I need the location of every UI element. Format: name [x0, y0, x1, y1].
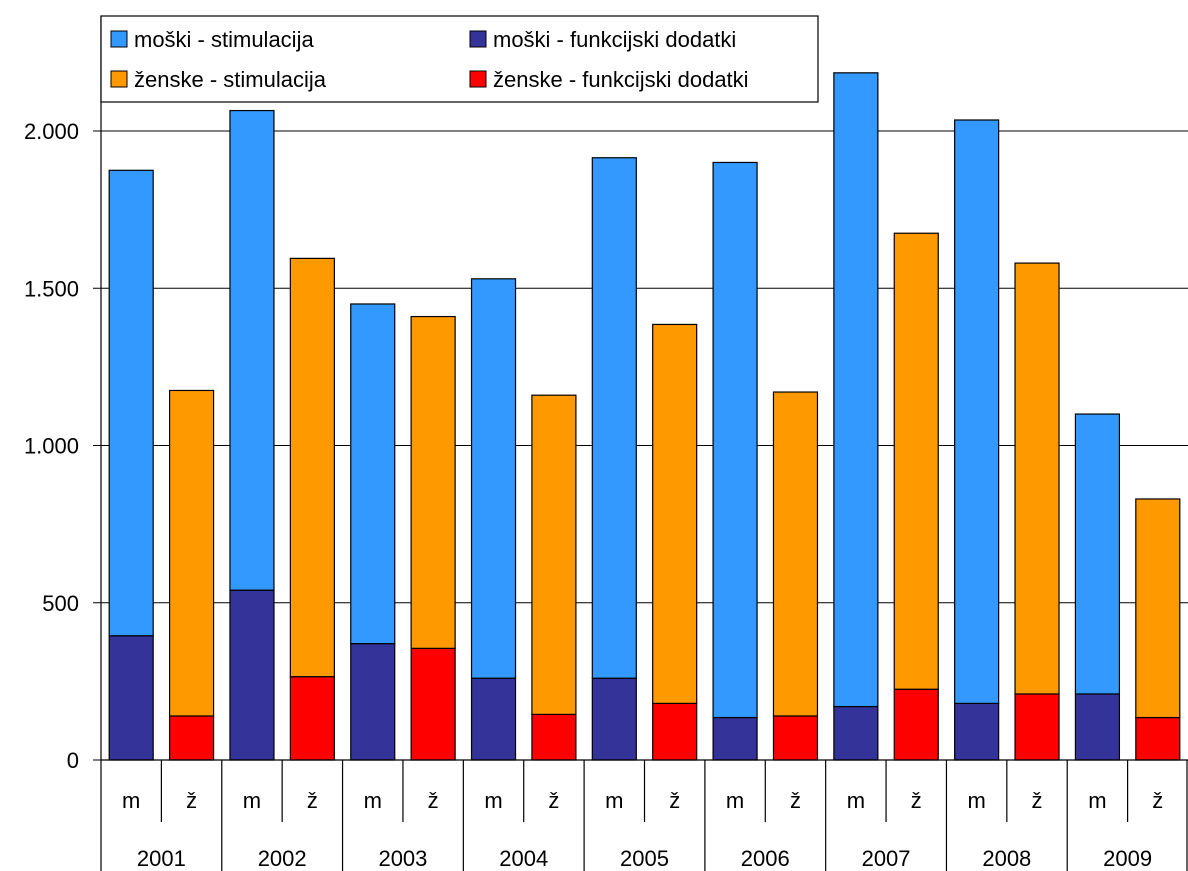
bar-m-allowances-2004 [470, 677, 517, 761]
y-tick-label: 0 [67, 748, 79, 773]
sub-category-label: ž [1032, 788, 1043, 813]
sub-category-label: m [484, 788, 502, 813]
sub-category-label: m [605, 788, 623, 813]
bar-m-allowances-2002 [229, 589, 275, 761]
bar-z-allowances-2007 [893, 688, 939, 761]
bar-m-stimulation-2009 [1074, 413, 1121, 695]
year-label: 2001 [137, 846, 186, 871]
bar-m-allowances-2001 [108, 635, 154, 761]
legend: moški - stimulacija moški - funkcijski d… [100, 15, 819, 103]
bar-z-stimulation-2007 [893, 232, 939, 690]
bars [108, 72, 1181, 761]
legend-box [100, 15, 819, 103]
bar-z-allowances-2001 [168, 715, 215, 761]
sub-category-label: m [122, 788, 140, 813]
sub-category-label: m [1088, 788, 1106, 813]
y-tick-label: 2.000 [24, 119, 79, 144]
sub-category-label: ž [307, 788, 318, 813]
sub-category-label: ž [911, 788, 922, 813]
bar-z-stimulation-2006 [772, 391, 819, 717]
y-tick-label: 1.000 [24, 434, 79, 459]
legend-label-men-stimulation: moški - stimulacija [134, 27, 314, 52]
bar-z-stimulation-2005 [652, 323, 698, 704]
bar-m-allowances-2005 [591, 677, 637, 761]
bar-m-allowances-2009 [1074, 693, 1121, 761]
bar-m-allowances-2007 [833, 705, 879, 761]
legend-swatch-men-stimulation [110, 30, 128, 48]
bar-z-allowances-2006 [772, 715, 819, 761]
bar-z-stimulation-2003 [410, 315, 456, 649]
year-label: 2008 [982, 846, 1031, 871]
bar-m-allowances-2006 [712, 716, 758, 761]
sub-category-label: ž [548, 788, 559, 813]
bar-z-stimulation-2001 [168, 389, 215, 717]
sub-category-label: m [726, 788, 744, 813]
year-label: 2003 [378, 846, 427, 871]
bar-m-stimulation-2005 [591, 157, 637, 679]
bar-z-allowances-2008 [1014, 693, 1060, 761]
sub-category-label: ž [186, 788, 197, 813]
bar-m-stimulation-2002 [229, 109, 275, 591]
year-label: 2009 [1103, 846, 1152, 871]
sub-category-label: m [967, 788, 985, 813]
bar-m-stimulation-2007 [833, 72, 879, 708]
year-label: 2004 [499, 846, 548, 871]
legend-label-women-allowances: ženske - funkcijski dodatki [493, 67, 749, 92]
sub-category-label: ž [790, 788, 801, 813]
bar-m-stimulation-2004 [470, 278, 517, 679]
y-tick-label: 500 [42, 591, 79, 616]
bar-z-allowances-2003 [410, 647, 456, 761]
axes [93, 16, 1188, 871]
legend-swatch-women-stimulation [110, 70, 128, 88]
bar-z-stimulation-2009 [1135, 498, 1181, 719]
sub-category-label: ž [1152, 788, 1163, 813]
bar-z-allowances-2009 [1135, 716, 1181, 761]
sub-category-label: m [364, 788, 382, 813]
sub-category-label: m [243, 788, 261, 813]
year-label: 2007 [862, 846, 911, 871]
y-tick-labels: 0 500 1.000 1.500 2.000 [24, 119, 79, 773]
legend-swatch-men-allowances [469, 30, 487, 48]
year-label: 2002 [258, 846, 307, 871]
bar-z-stimulation-2008 [1014, 262, 1060, 695]
legend-swatch-women-allowances [469, 70, 487, 88]
sub-category-label: m [847, 788, 865, 813]
bar-m-stimulation-2006 [712, 161, 758, 719]
bar-z-allowances-2005 [652, 702, 698, 761]
year-label: 2005 [620, 846, 669, 871]
year-label: 2006 [741, 846, 790, 871]
bar-m-allowances-2003 [350, 643, 396, 761]
bar-z-stimulation-2004 [531, 394, 577, 715]
legend-label-men-allowances: moški - funkcijski dodatki [493, 27, 736, 52]
grid-lines [101, 130, 1188, 604]
bar-m-stimulation-2001 [108, 169, 154, 637]
sub-category-label: ž [669, 788, 680, 813]
category-labels: m ž 2001 m ž 2002 m ž 2003 m ž 2004 m ž 2005 m ž 2006 m ž 20… [122, 788, 1163, 871]
bar-m-stimulation-2003 [350, 303, 396, 645]
bar-z-allowances-2002 [289, 676, 335, 761]
bar-z-allowances-2004 [531, 713, 577, 761]
bar-m-stimulation-2008 [954, 119, 1000, 704]
legend-label-women-stimulation: ženske - stimulacija [134, 67, 327, 92]
y-tick-label: 1.500 [24, 276, 79, 301]
bar-m-allowances-2008 [954, 702, 1000, 761]
bar-z-stimulation-2002 [289, 257, 335, 678]
sub-category-label: ž [428, 788, 439, 813]
